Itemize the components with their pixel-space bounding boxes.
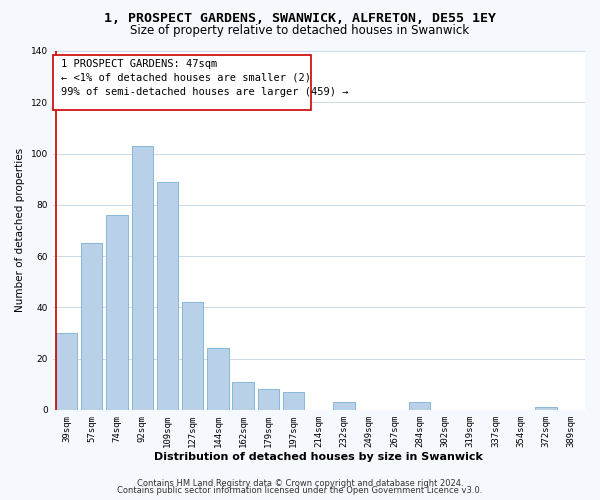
Bar	[257, 390, 279, 410]
X-axis label: Distribution of detached houses by size in Swanwick: Distribution of detached houses by size …	[154, 452, 483, 462]
Bar	[157, 182, 178, 410]
Bar	[409, 402, 430, 410]
Bar	[106, 215, 128, 410]
Text: Contains HM Land Registry data © Crown copyright and database right 2024.: Contains HM Land Registry data © Crown c…	[137, 478, 463, 488]
Bar	[81, 243, 103, 410]
FancyBboxPatch shape	[53, 54, 311, 110]
Bar	[232, 382, 254, 410]
Text: Size of property relative to detached houses in Swanwick: Size of property relative to detached ho…	[130, 24, 470, 37]
Y-axis label: Number of detached properties: Number of detached properties	[15, 148, 25, 312]
Text: Contains public sector information licensed under the Open Government Licence v3: Contains public sector information licen…	[118, 486, 482, 495]
Bar	[207, 348, 229, 410]
Bar	[334, 402, 355, 410]
Bar	[535, 408, 557, 410]
Text: 1, PROSPECT GARDENS, SWANWICK, ALFRETON, DE55 1EY: 1, PROSPECT GARDENS, SWANWICK, ALFRETON,…	[104, 12, 496, 26]
Bar	[56, 333, 77, 410]
Bar	[131, 146, 153, 410]
Text: 1 PROSPECT GARDENS: 47sqm
← <1% of detached houses are smaller (2)
99% of semi-d: 1 PROSPECT GARDENS: 47sqm ← <1% of detac…	[61, 59, 349, 97]
Bar	[182, 302, 203, 410]
Bar	[283, 392, 304, 410]
